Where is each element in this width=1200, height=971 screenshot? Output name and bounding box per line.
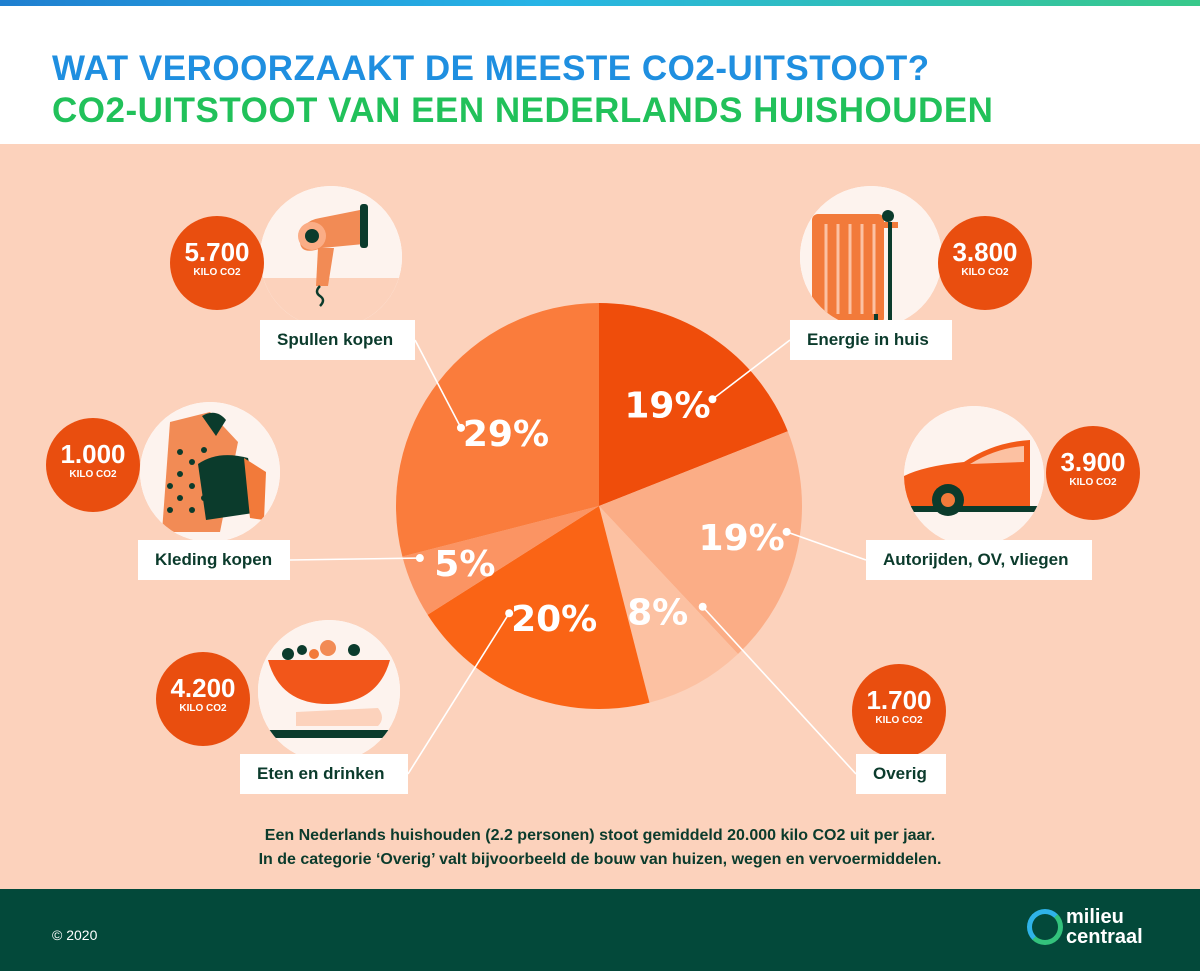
leader-line — [711, 339, 791, 400]
label-kleding-kopen: Kleding kopen — [138, 540, 290, 580]
leader-dot — [415, 554, 424, 563]
leader-dot — [782, 527, 791, 536]
badge-eten-en-drinken: 4.200 KILO CO2 — [156, 652, 250, 746]
leader-line — [414, 339, 462, 429]
pie-percent-label: 19% — [699, 518, 785, 559]
badge-amount: 3.800 — [952, 237, 1018, 267]
logo-text: milieu centraal — [1066, 907, 1143, 947]
clothing-icon — [140, 402, 280, 542]
hair-dryer-icon — [260, 186, 402, 328]
label-overig: Overig — [856, 754, 946, 794]
leader-line — [786, 531, 867, 561]
badge-autorijden: 3.900 KILO CO2 — [1046, 426, 1140, 520]
copyright: © 2020 — [52, 927, 98, 943]
chart-subtitle: CO2-UITSTOOT VAN EEN NEDERLANDS HUISHOUD… — [52, 91, 994, 130]
leader-line — [702, 606, 857, 775]
badge-amount: 1.000 — [60, 439, 126, 469]
footer: © 2020 milieu centraal — [0, 889, 1200, 971]
pie-percent-label: 5% — [434, 544, 495, 585]
badge-energie-in-huis: 3.800 KILO CO2 — [938, 216, 1032, 310]
infographic-panel: 19% 19% 8% 20% 5% 29% 5.700 KILO CO2 Spullen … — [0, 144, 1200, 889]
logo-line-1: milieu — [1066, 906, 1124, 928]
badge-amount: 1.700 — [866, 685, 932, 715]
badge-overig: 1.700 KILO CO2 — [852, 664, 946, 758]
badge-unit: KILO CO2 — [179, 703, 227, 714]
leader-line — [407, 612, 510, 775]
leader-dot — [708, 395, 717, 404]
car-icon — [904, 406, 1044, 546]
pie-slice — [599, 303, 788, 506]
label-autorijden: Autorijden, OV, vliegen — [866, 540, 1092, 580]
badge-unit: KILO CO2 — [1069, 477, 1117, 488]
top-accent-bar — [0, 0, 1200, 6]
badge-amount: 3.900 — [1060, 447, 1126, 477]
leader-dot — [505, 609, 514, 618]
footnote-line-1: Een Nederlands huishouden (2.2 personen)… — [264, 827, 936, 844]
pie-slice — [427, 506, 650, 709]
pie-slice — [402, 506, 599, 615]
milieu-centraal-logo-icon — [1027, 909, 1063, 945]
badge-unit: KILO CO2 — [193, 267, 241, 278]
label-eten-en-drinken: Eten en drinken — [240, 754, 408, 794]
footnote-line-2: In de categorie ‘Overig’ valt bijvoorbee… — [258, 851, 942, 868]
badge-unit: KILO CO2 — [69, 469, 117, 480]
pie-percent-label: 19% — [624, 385, 710, 426]
badge-kleding-kopen: 1.000 KILO CO2 — [46, 418, 140, 512]
pie-chart: 19% 19% 8% 20% 5% 29% — [289, 303, 867, 775]
pie-slice — [599, 431, 802, 654]
pie-slice — [599, 506, 738, 703]
pie-percent-label: 8% — [627, 593, 688, 634]
chart-title: WAT VEROORZAAKT DE MEESTE CO2-UITSTOOT? — [52, 49, 930, 88]
badge-unit: KILO CO2 — [875, 715, 923, 726]
leader-dot — [698, 602, 707, 611]
header: WAT VEROORZAAKT DE MEESTE CO2-UITSTOOT? … — [0, 6, 1200, 144]
leader-dot — [456, 423, 465, 432]
food-bowl-icon — [258, 620, 400, 762]
radiator-icon — [800, 186, 942, 328]
label-spullen-kopen: Spullen kopen — [260, 320, 415, 360]
leader-line — [289, 557, 420, 561]
logo-line-2: centraal — [1066, 926, 1143, 948]
badge-amount: 5.700 — [184, 237, 250, 267]
badge-amount: 4.200 — [170, 673, 236, 703]
badge-unit: KILO CO2 — [961, 267, 1009, 278]
badge-spullen-kopen: 5.700 KILO CO2 — [170, 216, 264, 310]
pie-percent-label: 20% — [511, 599, 597, 640]
pie-slice — [396, 303, 599, 557]
pie-percent-label: 29% — [463, 414, 549, 455]
label-energie-in-huis: Energie in huis — [790, 320, 952, 360]
